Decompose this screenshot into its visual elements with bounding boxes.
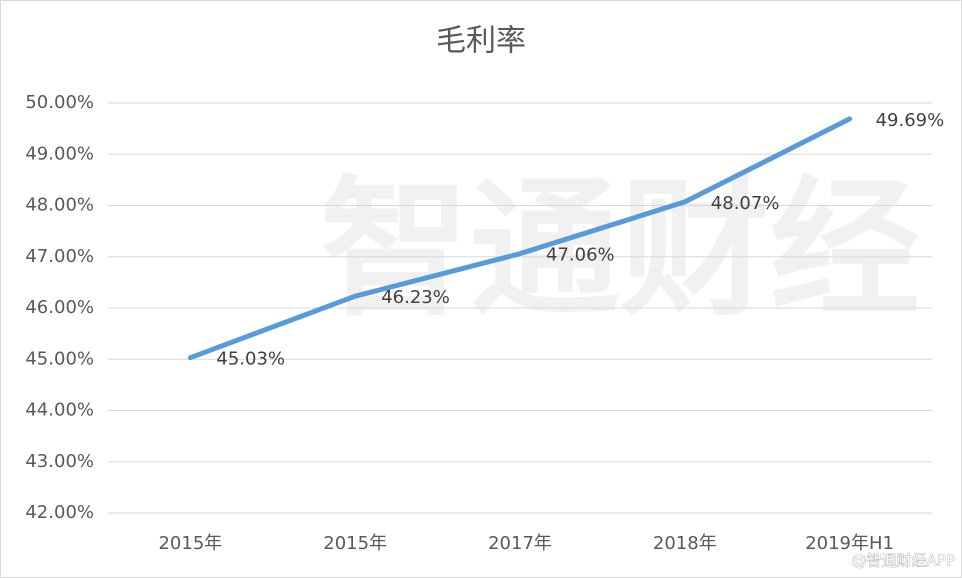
x-tick-label: 2018年 <box>653 533 717 554</box>
y-tick-label: 47.00% <box>25 246 94 267</box>
data-label: 47.06% <box>546 245 615 266</box>
data-label: 49.69% <box>876 110 945 131</box>
watermark: 智通财经 <box>320 163 920 337</box>
y-tick-label: 46.00% <box>25 297 94 318</box>
y-tick-label: 45.00% <box>25 348 94 369</box>
line <box>187 116 853 361</box>
data-label: 46.23% <box>381 287 450 308</box>
data-label: 48.07% <box>711 193 780 214</box>
x-tick-label: 2017年 <box>488 533 552 554</box>
y-tick-label: 44.00% <box>25 400 94 421</box>
x-tick-label: 2015年 <box>323 533 387 554</box>
data-label: 45.03% <box>216 349 285 370</box>
y-tick-label: 48.00% <box>25 195 94 216</box>
y-tick-label: 50.00% <box>25 92 94 113</box>
credit: @智通财经APP <box>852 552 955 570</box>
x-tick-label: 2015年 <box>158 533 222 554</box>
chart-title: 毛利率 <box>436 24 526 59</box>
y-tick-label: 42.00% <box>25 502 94 523</box>
y-tick-label: 43.00% <box>25 451 94 472</box>
y-tick-label: 49.00% <box>25 143 94 164</box>
x-tick-label: 2019年H1 <box>805 533 894 554</box>
